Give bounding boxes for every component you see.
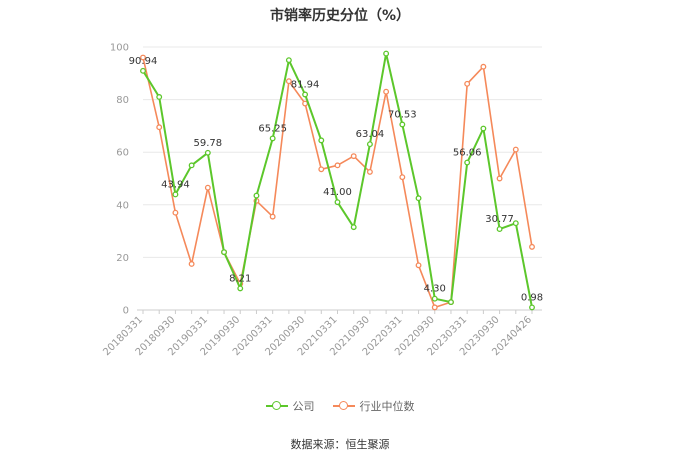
series-1-point <box>383 88 390 95</box>
series-0-point <box>366 141 373 148</box>
legend: 公司 行业中位数 <box>0 398 680 414</box>
series-1-point <box>172 209 179 216</box>
data-source: 数据来源：恒生聚源 <box>290 438 390 451</box>
series-1-point <box>431 304 438 311</box>
series-layer <box>140 50 535 311</box>
series-1-point <box>464 80 471 87</box>
series-0-point <box>269 135 276 142</box>
data-label: 59.78 <box>194 138 223 149</box>
data-label: 30.77 <box>485 214 514 225</box>
series-0-point <box>383 50 390 57</box>
series-0-point <box>496 226 503 233</box>
series-0-point <box>512 220 519 227</box>
series-1-point <box>269 213 276 220</box>
data-label: 56.06 <box>453 148 482 159</box>
series-0-point <box>415 195 422 202</box>
series-1-point <box>366 168 373 175</box>
legend-item-company[interactable]: 公司 <box>265 398 315 414</box>
data-label: 63.04 <box>356 129 385 140</box>
series-0-point <box>253 192 260 199</box>
data-labels: 90.94 43.94 59.78 8.21 65.25 81.94 41.00 63.047… <box>129 56 543 304</box>
data-label: 81.94 <box>291 79 320 90</box>
y-tick-100: 100 <box>110 43 129 54</box>
series-1-point <box>480 63 487 70</box>
series-0-point <box>188 162 195 169</box>
data-label: 8.21 <box>229 273 251 284</box>
series-0-point <box>480 125 487 132</box>
series-1-point <box>156 124 163 131</box>
y-tick-20: 20 <box>116 253 129 264</box>
series-0-point <box>529 304 535 311</box>
series-1-point <box>350 153 357 160</box>
y-tick-0: 0 <box>123 306 129 317</box>
data-label: 0.98 <box>521 292 543 303</box>
series-0-point <box>221 249 227 256</box>
legend-swatch-company <box>265 401 288 411</box>
series-1-point <box>496 175 503 182</box>
series-1-point <box>512 146 519 153</box>
chart-title: 市销率历史分位（%） <box>269 8 411 24</box>
legend-label-company: 公司 <box>292 400 315 413</box>
data-label: 70.53 <box>388 110 417 121</box>
series-1-point <box>188 261 195 267</box>
series-0-point <box>285 57 292 64</box>
data-label: 43.94 <box>161 179 190 190</box>
data-label: 65.25 <box>258 123 287 134</box>
series-line-1 <box>142 57 533 309</box>
series-0-point <box>156 94 163 100</box>
series-0-point <box>318 137 325 144</box>
legend-swatch-industry-median <box>332 401 355 411</box>
series-1-point <box>529 243 535 250</box>
series-0-point <box>334 199 341 206</box>
series-1-point <box>334 162 341 169</box>
data-label: 90.94 <box>129 56 158 67</box>
series-0-point <box>399 121 406 128</box>
series-0-point <box>140 67 146 74</box>
series-line-0 <box>142 52 533 308</box>
series-1-point <box>204 184 211 191</box>
series-0-point <box>172 191 179 198</box>
data-label: 4.30 <box>424 284 446 295</box>
y-tick-60: 60 <box>116 148 129 159</box>
line-chart: 0 20 40 60 80 100 201803312018093020190331201… <box>101 43 543 359</box>
grid-lines <box>143 46 542 311</box>
x-axis: 2018033120180930201903312019093020200331… <box>101 309 542 358</box>
series-0-point <box>302 91 309 98</box>
legend-item-industry-median[interactable]: 行业中位数 <box>332 398 415 414</box>
series-0-point <box>448 299 454 306</box>
series-1-point <box>318 166 325 173</box>
series-1-point <box>140 54 146 61</box>
series-0-point <box>464 159 471 166</box>
y-tick-40: 40 <box>116 200 129 211</box>
data-label: 41.00 <box>323 187 352 198</box>
series-1-point <box>399 174 406 181</box>
series-0-point <box>350 224 357 231</box>
series-1-point <box>285 78 292 85</box>
series-0-point <box>431 295 438 302</box>
y-axis: 0 20 40 60 80 100 <box>110 43 129 317</box>
series-0-point <box>204 149 211 156</box>
y-tick-80: 80 <box>116 95 129 106</box>
legend-label-industry-median: 行业中位数 <box>359 400 415 413</box>
series-0-point <box>237 285 244 292</box>
series-1-point <box>415 262 422 269</box>
